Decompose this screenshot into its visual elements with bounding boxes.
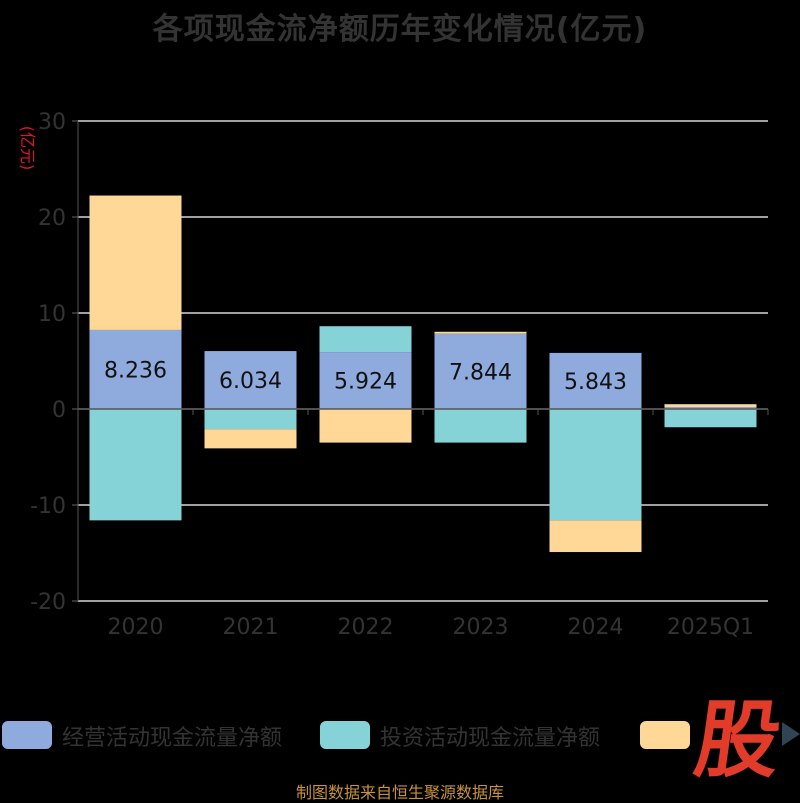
chart-title: 各项现金流净额历年变化情况(亿元) — [152, 12, 648, 47]
data-label: 5.843 — [564, 370, 627, 395]
x-tick-label: 2023 — [453, 615, 509, 640]
y-tick-label: 20 — [38, 206, 66, 231]
bar-2022-series-0 — [319, 352, 412, 409]
x-tick-label: 2022 — [338, 615, 394, 640]
y-tick-label: -10 — [30, 494, 66, 519]
data-label: 8.236 — [104, 358, 167, 383]
bar-2021-series-2 — [204, 429, 297, 449]
legend-swatch — [320, 721, 370, 749]
data-label: 5.924 — [334, 370, 397, 395]
bar-2023-series-2 — [434, 331, 527, 334]
bar-2020-series-2 — [89, 195, 182, 330]
data-label: 7.844 — [449, 360, 512, 385]
legend-label: 投资活动现金流量净额 — [380, 726, 601, 751]
bar-2022-series-1 — [319, 326, 412, 353]
y-axis-unit-label: (亿元) — [18, 126, 37, 171]
x-tick-label: 2024 — [568, 615, 624, 640]
bar-2025Q1-series-0 — [664, 407, 757, 409]
bar-2021-series-0 — [204, 351, 297, 409]
legend-swatch — [2, 721, 52, 749]
x-tick-label: 2025Q1 — [667, 615, 754, 640]
bar-2024-series-2 — [549, 520, 642, 553]
y-tick-label: 0 — [52, 398, 66, 423]
x-tick-label: 2020 — [108, 615, 164, 640]
legend-label: 经营活动现金流量净额 — [62, 726, 283, 751]
y-tick-label: -20 — [30, 590, 66, 615]
bar-2022-series-2 — [319, 409, 412, 443]
y-tick-label: 30 — [38, 110, 66, 135]
x-tick-label: 2021 — [223, 615, 279, 640]
bar-2024-series-1 — [549, 409, 642, 521]
bar-2025Q1-series-2 — [664, 404, 757, 408]
legend-swatch — [640, 721, 690, 749]
bar-2021-series-1 — [204, 409, 297, 430]
bar-2023-series-1 — [434, 409, 527, 443]
bar-2020-series-0 — [89, 329, 182, 409]
data-label: 6.034 — [219, 369, 282, 394]
bar-2024-series-0 — [549, 352, 642, 409]
y-tick-label: 10 — [38, 302, 66, 327]
bar-2025Q1-series-1 — [664, 409, 757, 428]
source-note: 制图数据来自恒生聚源数据库 — [295, 783, 504, 802]
bar-2023-series-0 — [434, 333, 527, 409]
legend: 经营活动现金流量净额 投资活动现金流量净额 — [0, 716, 800, 752]
bar-2020-series-1 — [89, 409, 182, 521]
legend-next-page-icon[interactable] — [782, 722, 800, 746]
logo-watermark: 股 — [689, 691, 787, 789]
